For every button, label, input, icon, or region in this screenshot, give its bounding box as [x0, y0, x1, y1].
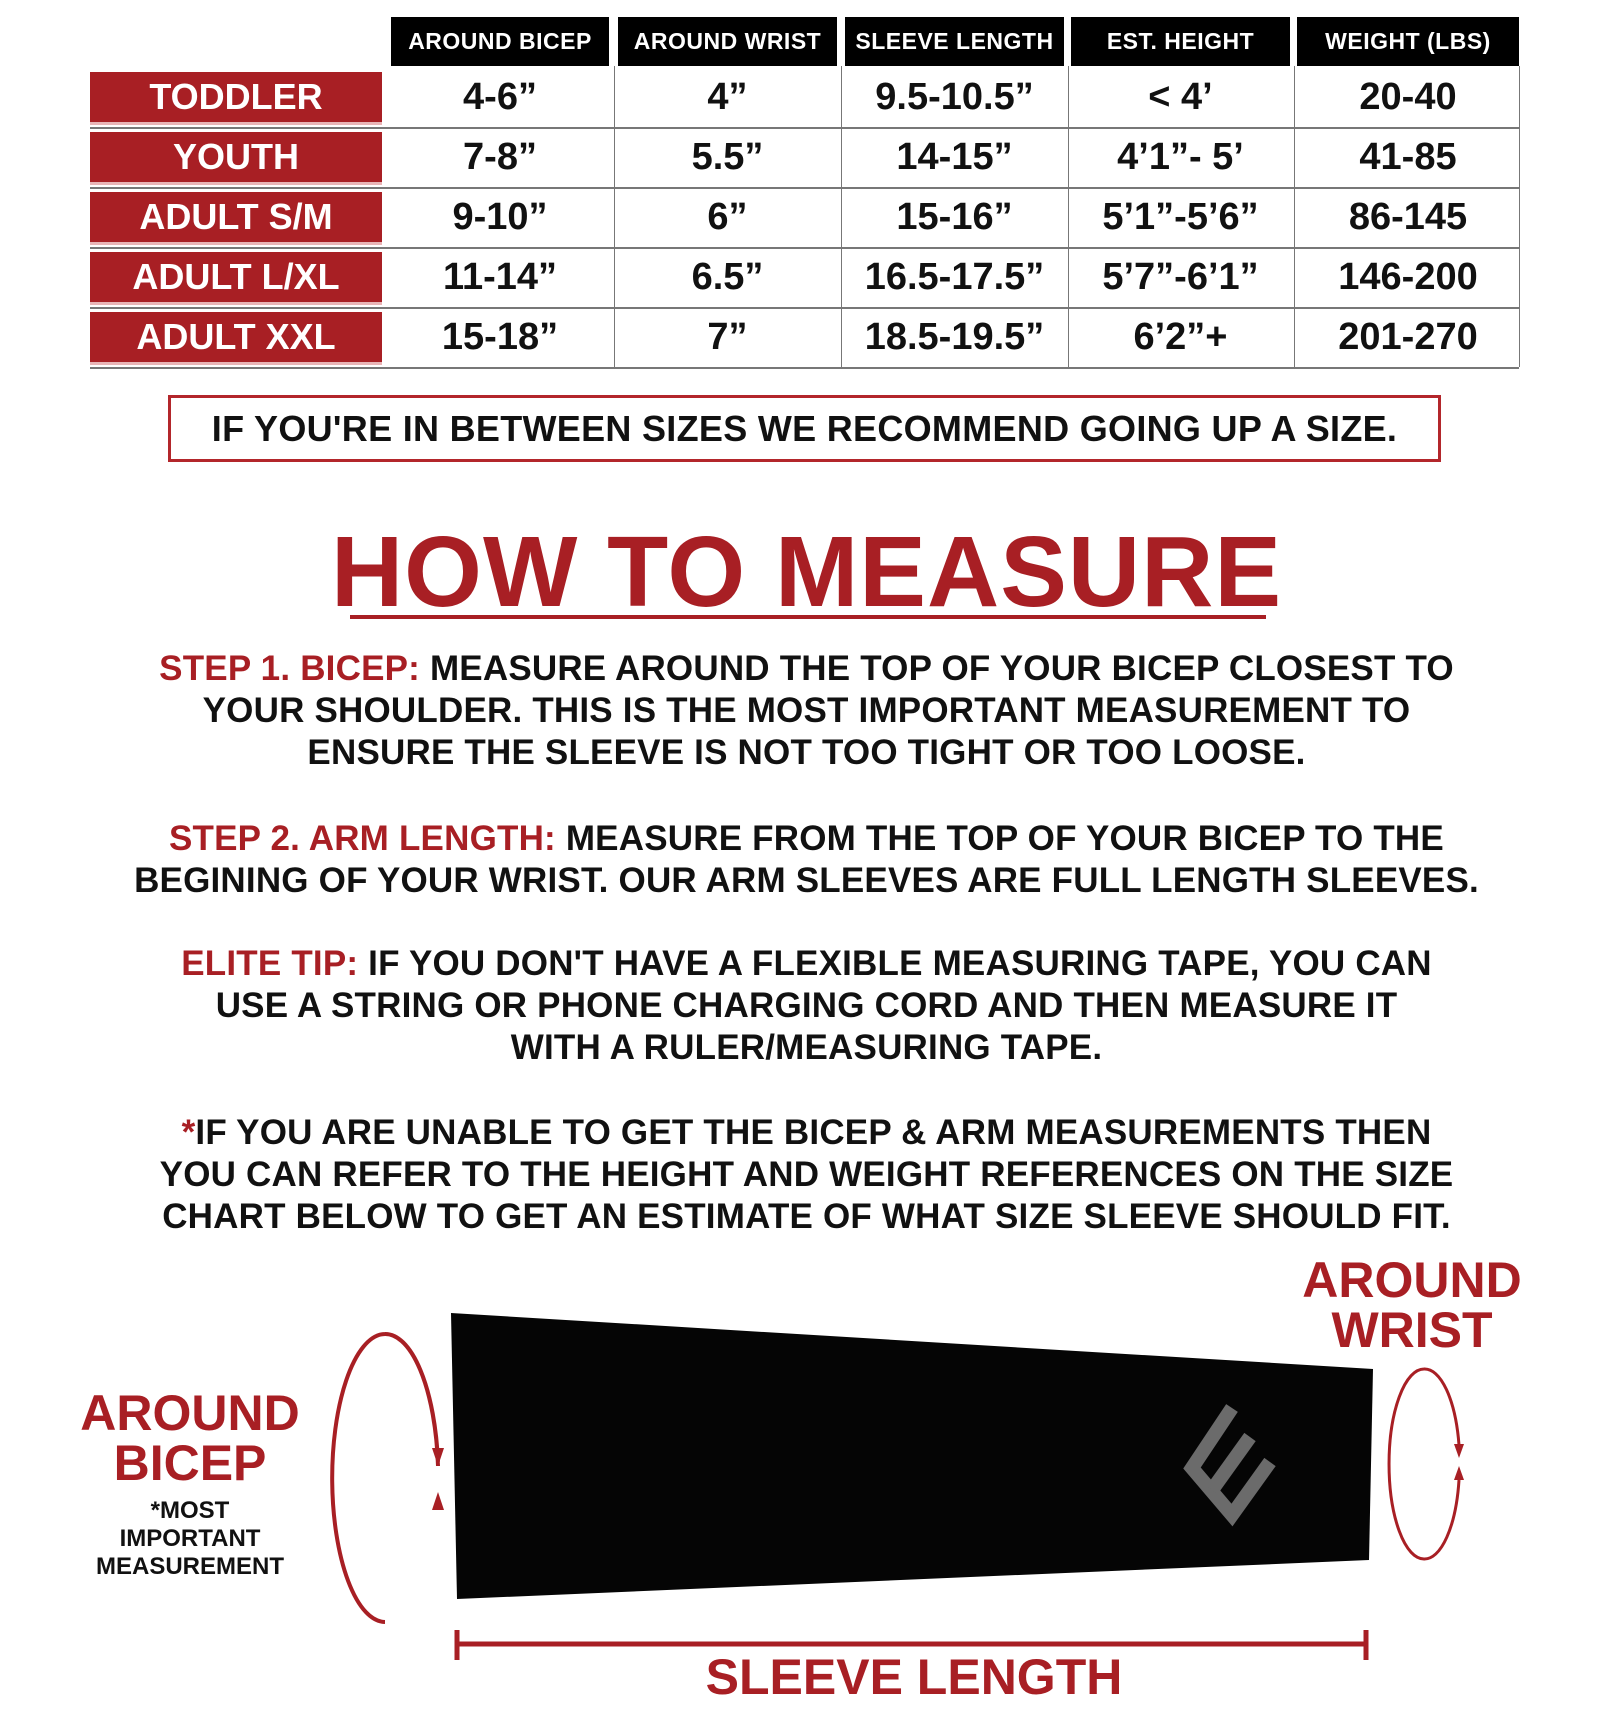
size-label-adult-xxl: ADULT XXL: [90, 312, 382, 365]
table-cell: 6”: [707, 196, 748, 238]
step-text: WITH A RULER/MEASURING TAPE.: [510, 1028, 1103, 1067]
column-header-est-height: EST. HEIGHT: [1071, 17, 1290, 66]
label-line: WRIST: [1331, 1302, 1493, 1358]
table-cell: 5.5”: [691, 136, 764, 178]
step-text: IF YOU DON'T HAVE A FLEXIBLE MEASURING T…: [358, 944, 1432, 983]
size-label-youth: YOUTH: [90, 132, 382, 185]
step-text: CHART BELOW TO GET AN ESTIMATE OF WHAT S…: [162, 1197, 1451, 1236]
table-cell: 20-40: [1359, 76, 1457, 118]
sleeve-length-label: SLEEVE LENGTH: [705, 1649, 1123, 1705]
step-2-arm-length: STEP 2. ARM LENGTH: MEASURE FROM THE TOP…: [60, 818, 1553, 902]
title-underline: [350, 615, 1266, 619]
table-cell: 15-16”: [896, 196, 1013, 238]
size-label-adult-l-xl: ADULT L/XL: [90, 252, 382, 305]
column-divider: [1294, 66, 1295, 367]
bicep-importance-note: *MOST IMPORTANT MEASUREMENT: [77, 1497, 303, 1581]
around-bicep-label: AROUND BICEP: [77, 1388, 303, 1488]
column-header-around-wrist: AROUND WRIST: [618, 17, 837, 66]
size-label-toddler: TODDLER: [90, 72, 382, 125]
table-cell: 14-15”: [896, 136, 1013, 178]
table-cell: < 4’: [1148, 76, 1213, 118]
bicep-arrow-down: [432, 1448, 444, 1466]
note-line: *MOST: [150, 1497, 230, 1524]
table-cell: 9-10”: [452, 196, 548, 238]
bicep-arrow-up: [432, 1492, 444, 1510]
page-title: HOW TO MEASURE: [330, 516, 1283, 628]
sleeve-length-bar: [454, 1630, 1369, 1660]
table-cell: 41-85: [1359, 136, 1457, 178]
size-label-adult-s-m: ADULT S/M: [90, 192, 382, 245]
table-cell: 201-270: [1338, 316, 1478, 358]
column-divider: [1519, 66, 1520, 367]
table-cell: 7-8”: [463, 136, 537, 178]
row-divider: [90, 367, 1519, 369]
table-cell: 11-14”: [442, 256, 558, 298]
row-divider: [90, 247, 1519, 249]
label-line: BICEP: [113, 1435, 267, 1491]
label-line: AROUND: [80, 1385, 300, 1441]
step-label: STEP 1. BICEP:: [159, 649, 421, 688]
step-text: BEGINING OF YOUR WRIST. OUR ARM SLEEVES …: [134, 861, 1479, 900]
table-cell: 4’1”- 5’: [1117, 136, 1244, 178]
table-cell: 15-18”: [441, 316, 559, 358]
step-text: MEASURE AROUND THE TOP OF YOUR BICEP CLO…: [420, 649, 1454, 688]
column-header-around-bicep: AROUND BICEP: [391, 17, 609, 66]
row-divider: [90, 127, 1519, 129]
step-text: MEASURE FROM THE TOP OF YOUR BICEP TO TH…: [555, 819, 1444, 858]
step-text: YOUR SHOULDER. THIS IS THE MOST IMPORTAN…: [202, 691, 1411, 730]
table-cell: 86-145: [1348, 196, 1468, 238]
table-cell: 146-200: [1338, 256, 1478, 298]
table-cell: 18.5-19.5”: [864, 316, 1045, 358]
column-divider: [614, 66, 615, 367]
table-cell: 6.5”: [691, 256, 764, 298]
wrist-arrow-up: [1454, 1466, 1464, 1480]
step-1-bicep: STEP 1. BICEP: MEASURE AROUND THE TOP OF…: [60, 648, 1553, 774]
asterisk: *: [181, 1113, 196, 1152]
height-weight-note: *IF YOU ARE UNABLE TO GET THE BICEP & AR…: [60, 1112, 1553, 1238]
wrist-circumference-icon: [1387, 1367, 1461, 1561]
note-line: IMPORTANT: [119, 1525, 261, 1552]
e-logo-icon: [1183, 1404, 1276, 1527]
arm-sleeve-shape: [451, 1313, 1373, 1599]
step-label: ELITE TIP:: [181, 944, 359, 983]
step-text: ENSURE THE SLEEVE IS NOT TOO TIGHT OR TO…: [307, 733, 1306, 772]
elite-tip: ELITE TIP: IF YOU DON'T HAVE A FLEXIBLE …: [60, 943, 1553, 1069]
row-divider: [90, 187, 1519, 189]
step-text: YOU CAN REFER TO THE HEIGHT AND WEIGHT R…: [159, 1155, 1454, 1194]
step-text: USE A STRING OR PHONE CHARGING CORD AND …: [215, 986, 1398, 1025]
around-wrist-label: AROUND WRIST: [1299, 1255, 1525, 1355]
step-label: STEP 2. ARM LENGTH:: [169, 819, 556, 858]
size-note: IF YOU'RE IN BETWEEN SIZES WE RECOMMEND …: [168, 395, 1441, 462]
column-divider: [841, 66, 842, 367]
column-header-sleeve-length: SLEEVE LENGTH: [845, 17, 1064, 66]
column-divider: [1068, 66, 1069, 367]
table-cell: 5’7”-6’1”: [1102, 256, 1259, 298]
table-cell: 4-6”: [463, 76, 537, 118]
table-cell: 7”: [707, 316, 748, 358]
step-text: IF YOU ARE UNABLE TO GET THE BICEP & ARM…: [195, 1113, 1432, 1152]
bicep-circumference-icon: [330, 1331, 440, 1624]
wrist-arrow-down: [1454, 1444, 1464, 1458]
note-line: MEASUREMENT: [95, 1553, 284, 1580]
column-header-weight: WEIGHT (LBS): [1297, 17, 1519, 66]
table-cell: 16.5-17.5”: [864, 256, 1045, 298]
table-cell: 4”: [707, 76, 748, 118]
sleeve-diagram: [330, 1313, 1464, 1660]
row-divider: [90, 307, 1519, 309]
label-line: AROUND: [1302, 1252, 1522, 1308]
table-cell: 5’1”-5’6”: [1102, 196, 1259, 238]
table-cell: 6’2”+: [1133, 316, 1228, 358]
table-cell: 9.5-10.5”: [875, 76, 1034, 118]
